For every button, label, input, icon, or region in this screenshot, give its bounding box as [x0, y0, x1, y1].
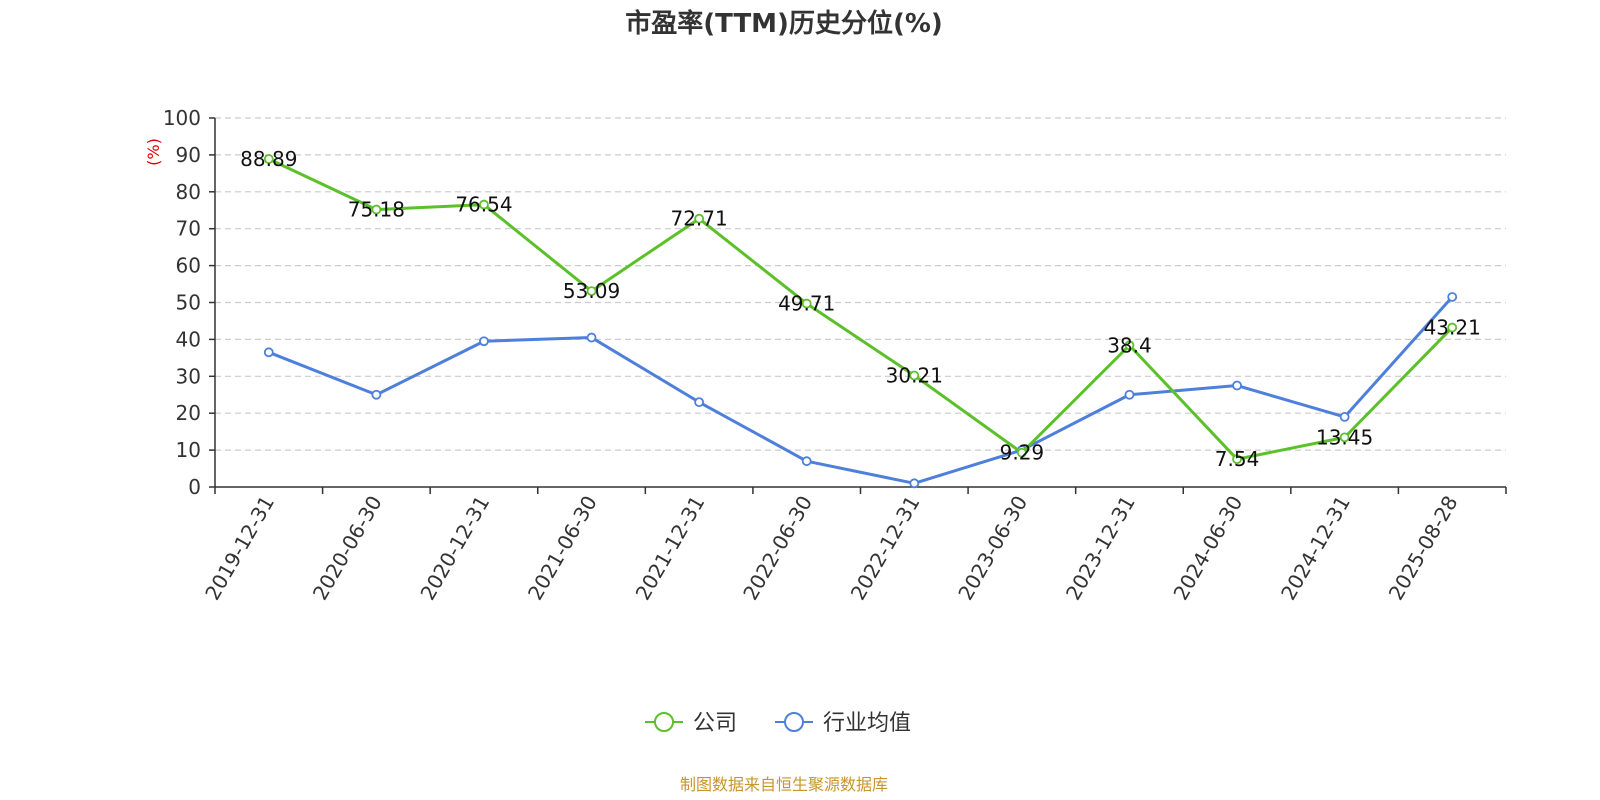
series-line-1 — [268, 295, 1454, 485]
y-tick-label: 50 — [176, 291, 201, 315]
series-point-0 — [586, 286, 597, 296]
x-tick-label: 2024-12-31 — [1276, 492, 1355, 605]
y-tick-label: 0 — [188, 475, 201, 499]
grid-lines — [215, 117, 1506, 451]
y-tick-label: 40 — [176, 327, 201, 351]
series-point-1 — [1447, 292, 1458, 302]
data-label: 7.54 — [1215, 447, 1260, 471]
series-point-1 — [909, 478, 920, 489]
legend-marker — [654, 712, 674, 732]
series-point-0 — [371, 204, 382, 215]
y-axis: 0 10 20 30 40 50 60 70 80 90 100 — [163, 106, 216, 499]
data-label: 72.71 — [670, 207, 727, 231]
series-point-1 — [801, 456, 812, 467]
series-point-0 — [801, 298, 812, 309]
series-layer — [263, 154, 1458, 489]
legend[interactable]: 公司 行业均值 — [645, 711, 911, 736]
y-tick-label: 10 — [176, 438, 201, 462]
legend-marker — [784, 712, 804, 732]
data-label: 75.18 — [348, 198, 405, 222]
series-point-0 — [1124, 340, 1135, 351]
series-point-0 — [694, 213, 705, 224]
y-tick-label: 30 — [176, 364, 201, 388]
y-tick-label: 80 — [176, 180, 201, 204]
series-point-0 — [1016, 447, 1027, 458]
series-point-0 — [1447, 322, 1458, 333]
series-point-0 — [263, 154, 274, 164]
legend-item-1[interactable]: 行业均值 — [775, 711, 911, 736]
data-label: 76.54 — [455, 193, 512, 217]
series-point-0 — [479, 199, 489, 210]
data-label: 13.45 — [1316, 425, 1373, 449]
y-tick-label: 60 — [176, 254, 201, 278]
data-label: 30.21 — [886, 364, 943, 388]
data-labels: 88.89 75.18 76.54 53.09 72.71 49.71 30.21 9.29 3… — [240, 147, 1481, 471]
x-axis: 2019-12-31 2020-06-30 2020-12-31 2021-06-30… — [200, 486, 1507, 605]
x-tick-label: 2019-12-31 — [200, 492, 279, 605]
x-tick-label: 2022-06-30 — [738, 492, 817, 605]
series-point-1 — [1124, 389, 1135, 400]
series-line-0 — [268, 157, 1454, 461]
x-tick-label: 2022-12-31 — [846, 492, 925, 605]
x-tick-label: 2023-12-31 — [1061, 492, 1140, 605]
data-label: 49.71 — [778, 292, 835, 316]
x-tick-label: 2023-06-30 — [953, 492, 1032, 605]
chart-title: 市盈率(TTM)历史分位(%) — [625, 8, 943, 39]
legend-label: 公司 — [693, 711, 737, 736]
series-point-1 — [371, 389, 382, 400]
x-tick-label: 2024-06-30 — [1168, 492, 1247, 605]
x-tick-label: 2020-12-31 — [415, 492, 494, 605]
data-label: 88.89 — [240, 147, 297, 171]
series-point-1 — [586, 332, 597, 343]
legend-label: 行业均值 — [823, 711, 911, 736]
x-tick-label: 2021-06-30 — [523, 492, 602, 605]
series-point-1 — [1339, 411, 1350, 422]
y-tick-label: 90 — [176, 143, 201, 167]
series-point-0 — [909, 370, 920, 381]
data-label: 38.4 — [1107, 333, 1152, 357]
series-point-1 — [479, 336, 489, 347]
series-point-1 — [263, 347, 274, 358]
legend-item-0[interactable]: 公司 — [645, 711, 737, 736]
y-axis-unit: (%) — [144, 138, 163, 166]
source-note: 制图数据来自恒生聚源数据库 — [680, 775, 888, 794]
y-tick-label: 20 — [176, 401, 201, 425]
series-point-1 — [1232, 380, 1242, 391]
x-tick-label: 2021-12-31 — [631, 492, 710, 605]
x-tick-label: 2025-08-28 — [1384, 492, 1463, 605]
data-label: 9.29 — [1000, 441, 1045, 465]
data-label: 53.09 — [563, 279, 620, 303]
y-tick-label: 100 — [163, 106, 201, 130]
series-point-0 — [1339, 432, 1350, 443]
y-tick-label: 70 — [176, 217, 201, 241]
data-label: 43.21 — [1424, 316, 1481, 340]
series-point-1 — [694, 397, 705, 408]
x-tick-label: 2020-06-30 — [308, 492, 387, 605]
series-point-0 — [1232, 454, 1242, 465]
